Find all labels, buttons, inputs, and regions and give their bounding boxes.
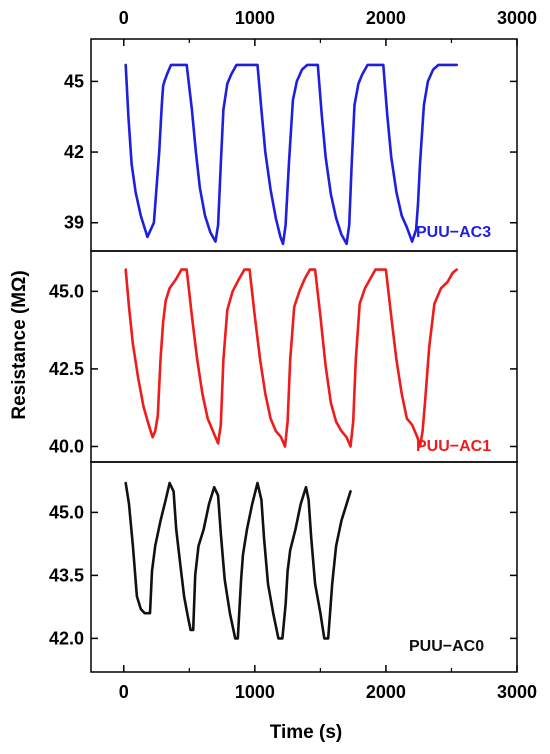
y-tick-label: 43.5 [49,565,84,585]
y-tick-label: 42 [64,142,84,162]
panel-3: 42.0 43.5 45.0 PUU−AC0 [49,461,518,673]
series-line-1 [124,63,459,246]
y-axis-title: Resistance (MΩ) [9,270,30,419]
bottom-x-tick-label: 1000 [235,682,275,702]
series-label: PUU−AC1 [416,438,491,455]
bottom-x-axis: 0 1000 2000 3000 [119,665,537,702]
top-x-tick-label: 3000 [497,8,537,28]
series-label: PUU−AC0 [409,638,484,655]
series-line-2 [124,268,459,448]
y-tick-label: 39 [64,213,84,233]
top-x-axis: 0 1000 2000 3000 [119,8,537,46]
panel-frame [90,461,518,673]
y-tick-label: 45 [64,71,84,91]
top-x-tick-label: 0 [119,8,129,28]
y-tick-label: 42.0 [49,628,84,648]
bottom-x-tick-label: 3000 [497,682,537,702]
chart-panels: 39 42 45 PUU−AC3 40.0 42.5 45.0 PUU−AC1 42.0 43.5… [49,38,518,673]
y-tick-label: 45.0 [49,281,84,301]
x-axis-title: Time (s) [270,722,343,743]
bottom-x-tick-label: 2000 [366,682,406,702]
top-x-tick-label: 2000 [366,8,406,28]
top-x-tick-label: 1000 [235,8,275,28]
y-tick-label: 42.5 [49,359,84,379]
y-tick-label: 45.0 [49,502,84,522]
y-tick-label: 40.0 [49,436,84,456]
series-label: PUU−AC3 [416,224,491,241]
series-line-3 [124,481,352,640]
bottom-x-tick-label: 0 [119,682,129,702]
panel-1: 39 42 45 PUU−AC3 [64,38,518,252]
panel-2: 40.0 42.5 45.0 PUU−AC1 [49,250,518,463]
